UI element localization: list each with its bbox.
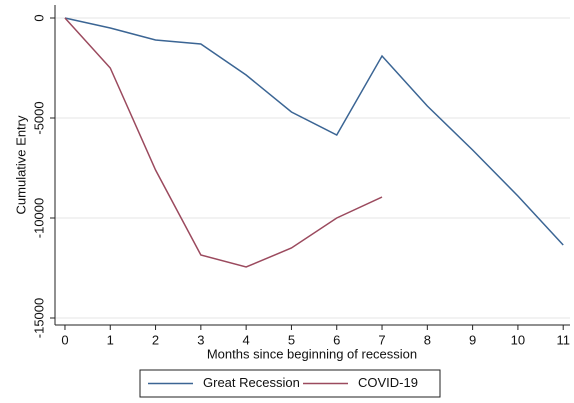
x-tick-label: 10 — [511, 332, 525, 347]
y-axis-title: Cumulative Entry — [13, 115, 28, 214]
x-tick-label: 8 — [424, 332, 431, 347]
x-tick-label: 9 — [469, 332, 476, 347]
x-tick-label: 7 — [378, 332, 385, 347]
x-axis-title: Months since beginning of recession — [207, 346, 417, 361]
x-tick-label: 5 — [288, 332, 295, 347]
x-tick-label: 3 — [197, 332, 204, 347]
x-tick-label: 11 — [556, 332, 570, 347]
x-tick-label: 2 — [152, 332, 159, 347]
x-tick-label: 6 — [333, 332, 340, 347]
series-line — [64, 17, 564, 246]
y-tick-label: 0 — [31, 14, 46, 21]
y-tick-label: -15000 — [31, 298, 46, 338]
y-tick-label: -5000 — [31, 101, 46, 134]
series-line — [64, 17, 383, 268]
y-tick-label: -10000 — [31, 198, 46, 238]
x-tick-label: 1 — [107, 332, 114, 347]
x-tick-label: 0 — [61, 332, 68, 347]
legend-label: COVID-19 — [358, 375, 418, 390]
x-tick-label: 4 — [243, 332, 250, 347]
legend-label: Great Recession — [203, 375, 300, 390]
